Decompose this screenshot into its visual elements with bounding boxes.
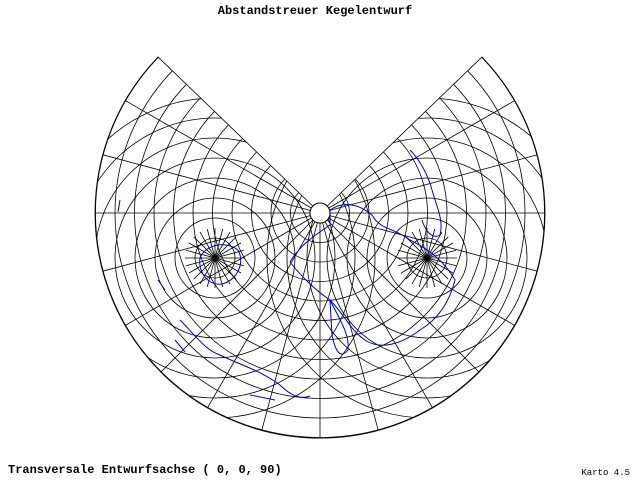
graticule-line [319,212,383,439]
graticule-line [185,249,245,267]
graticule-line [319,212,441,422]
graticule-line [397,249,457,267]
graticule-line [94,150,321,214]
coastline [329,299,349,355]
graticule-line [257,212,321,439]
coastline [179,319,311,398]
version-label: Karto 4.5 [581,468,630,478]
graticule-line [94,117,356,399]
graticule-line [114,157,316,359]
coastline [409,149,442,237]
graticule-line [366,197,488,319]
graticule-line [306,137,546,379]
graticule-line [134,177,296,339]
graticule-line [199,212,321,422]
graticule-line [150,212,321,383]
graticule-line [319,92,529,214]
graticule-line [319,212,529,334]
graticule-line [111,212,321,334]
coastlines [117,149,456,401]
graticule-line [346,177,508,339]
graticule-line [286,117,546,399]
coastline [199,244,242,285]
graticule-line [319,150,546,214]
graticule-line [326,157,528,359]
coastline [117,199,276,401]
graticule-line [319,212,546,276]
map-title: Abstandstreuer Kegelentwurf [218,4,412,18]
graticule-line [174,217,256,299]
graticule-line [386,217,468,299]
map-outline [94,56,546,439]
graticule-line [94,212,321,276]
graticule-line [319,212,490,383]
graticule-line [154,197,276,319]
projection-caption: Transversale Entwurfsachse ( 0, 0, 90) [8,463,282,477]
apex-circle [309,202,331,224]
coastline [289,204,456,346]
